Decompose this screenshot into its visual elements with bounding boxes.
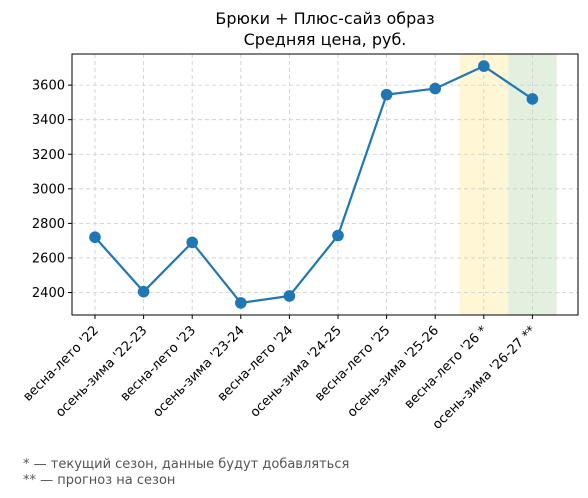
series-line-0 <box>94 64 534 305</box>
plot-frame <box>71 53 579 316</box>
grid <box>72 54 578 315</box>
data-point-8 <box>478 60 490 72</box>
chart: Брюки + Плюс-сайз образ Средняя цена, ру… <box>20 9 579 433</box>
data-point-9 <box>526 93 539 105</box>
y-tick-label-1: 2600 <box>32 251 65 266</box>
data-point-0 <box>89 231 101 244</box>
y-tick-label-0: 2400 <box>32 286 65 301</box>
chart-title: Брюки + Плюс-сайз образ <box>215 9 434 28</box>
footnote-current-season: * — текущий сезон, данные будут добавлят… <box>23 457 350 472</box>
x-tick-label-3: осень-зима '23-24 <box>150 323 247 420</box>
highlight-band-0 <box>459 54 509 315</box>
data-point-1 <box>137 285 150 298</box>
x-tick-label-5: осень-зима '24-25 <box>248 323 345 420</box>
x-tick-label-1: осень-зима '22-23 <box>53 323 150 420</box>
data-point-5 <box>332 229 344 242</box>
chart-subtitle: Средняя цена, руб. <box>244 30 407 49</box>
data-point-6 <box>380 88 393 101</box>
data-point-3 <box>235 297 247 309</box>
x-tick-label-7: осень-зима '25-26 <box>345 323 442 420</box>
y-tick-label-3: 3000 <box>32 182 65 197</box>
data-point-4 <box>283 290 296 302</box>
y-tick-label-6: 3600 <box>32 79 65 94</box>
data-point-2 <box>186 236 198 249</box>
highlight-bands <box>459 54 557 315</box>
y-tick-label-4: 3200 <box>32 148 65 163</box>
y-axis: 2400 2600 2800 3000 3200 3400 3600 <box>32 79 72 301</box>
y-tick-label-2: 2800 <box>32 217 65 232</box>
data-point-7 <box>429 82 442 95</box>
series <box>89 60 539 309</box>
footnote-forecast: ** — прогноз на сезон <box>23 473 176 488</box>
x-tick-label-8: весна-лето '26 * <box>402 323 491 412</box>
y-tick-label-5: 3400 <box>32 113 65 128</box>
